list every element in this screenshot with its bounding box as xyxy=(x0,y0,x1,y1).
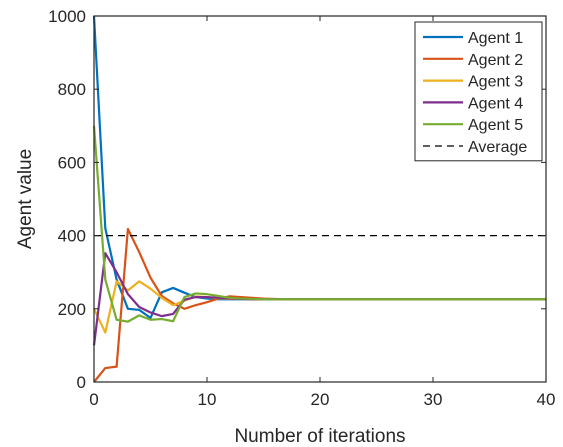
legend-label: Agent 4 xyxy=(468,95,523,112)
y-tick-label: 200 xyxy=(58,300,86,319)
series-line-agent-5 xyxy=(92,125,546,323)
x-tick-label: 30 xyxy=(424,390,443,409)
legend-label: Agent 2 xyxy=(468,52,523,69)
legend-label: Agent 5 xyxy=(468,117,523,134)
legend-label: Agent 3 xyxy=(468,74,523,91)
y-tick-label: 0 xyxy=(77,373,86,392)
y-tick-label: 400 xyxy=(58,227,86,246)
x-tick-label: 0 xyxy=(89,390,98,409)
y-tick-label: 600 xyxy=(58,153,86,172)
series-layer xyxy=(92,15,546,383)
x-tick-label: 40 xyxy=(537,390,556,409)
y-tick-label: 1000 xyxy=(48,7,86,26)
legend: Agent 1 Agent 2 Agent 3 Agent 4 Agent 5 Avera… xyxy=(414,21,543,162)
legend-label: Average xyxy=(468,139,527,156)
y-axis-label: Agent value xyxy=(15,149,36,249)
x-tick-label: 20 xyxy=(311,390,330,409)
y-tick-label: 800 xyxy=(58,80,86,99)
x-tick-label: 10 xyxy=(198,390,217,409)
legend-label: Agent 1 xyxy=(468,30,523,47)
legend-box xyxy=(414,21,543,162)
x-axis-label: Number of iterations xyxy=(234,426,405,447)
